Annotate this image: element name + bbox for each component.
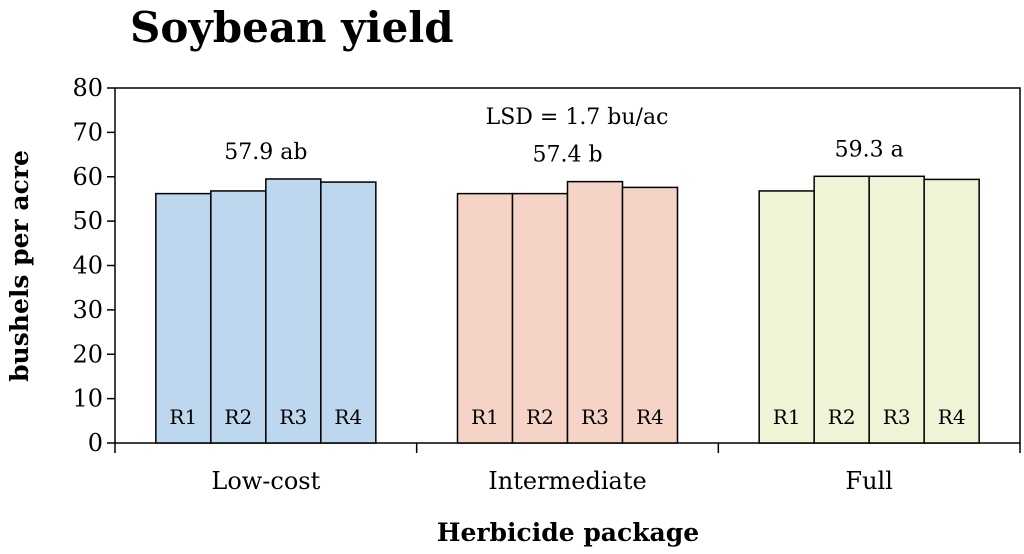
bar-label: R3 [279, 405, 307, 429]
bar [210, 190, 267, 444]
lsd-annotation: LSD = 1.7 bu/ac [486, 105, 669, 130]
bar-label: R2 [828, 405, 856, 429]
y-tick-label: 60 [72, 163, 103, 191]
y-tick-label: 10 [72, 385, 103, 413]
chart-title: Soybean yield [130, 3, 454, 52]
bar-label: R3 [581, 405, 609, 429]
bar-label: R1 [169, 405, 197, 429]
bar-label: R4 [334, 405, 362, 429]
y-tick-label: 0 [88, 429, 103, 457]
bar [868, 175, 925, 444]
bar-label: R2 [224, 405, 252, 429]
bar [813, 175, 870, 444]
y-axis-title: bushels per acre [5, 150, 34, 382]
group-mean-label: 59.3 a [835, 137, 904, 162]
bar [320, 181, 377, 444]
x-category-label: Full [845, 467, 892, 495]
bar-label: R1 [773, 405, 801, 429]
group-mean-label: 57.9 ab [224, 140, 307, 165]
y-tick-label: 50 [72, 207, 103, 235]
y-tick-label: 30 [72, 296, 103, 324]
x-axis-title: Herbicide package [437, 518, 699, 547]
plot-area: 0 10 20 30 40 50 60 70 80 R1 R2 R3 R4 57.9 ab Low-cost… [72, 74, 1021, 495]
bar [511, 192, 569, 444]
bar [758, 190, 815, 444]
x-category-label: Low-cost [211, 467, 320, 495]
bar [923, 178, 980, 444]
bar [566, 180, 624, 444]
bar-label: R4 [938, 405, 966, 429]
bar [621, 186, 679, 444]
y-tick-label: 20 [72, 340, 103, 368]
bar [155, 192, 212, 444]
y-tick-label: 80 [72, 74, 103, 102]
y-tick-label: 70 [72, 118, 103, 146]
bar-label: R1 [471, 405, 499, 429]
group-mean-label: 57.4 b [532, 143, 602, 168]
bar-label: R4 [636, 405, 664, 429]
bar-label: R2 [526, 405, 554, 429]
bar [456, 192, 514, 444]
bar-label: R3 [883, 405, 911, 429]
x-category-label: Intermediate [488, 467, 646, 495]
bar [265, 178, 322, 444]
y-tick-label: 40 [72, 252, 103, 280]
